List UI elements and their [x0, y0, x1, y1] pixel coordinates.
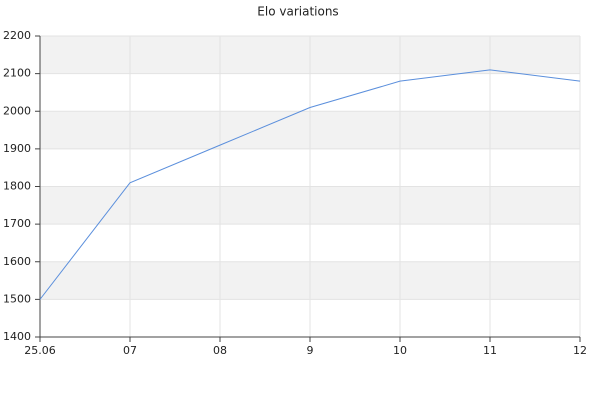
- y-tick-label: 1700: [3, 217, 31, 230]
- y-tick-label: 1800: [3, 180, 31, 193]
- x-tick-label: 08: [213, 344, 227, 357]
- y-tick-label: 2000: [3, 104, 31, 117]
- x-tick-label: 10: [393, 344, 407, 357]
- x-tick-label: 11: [483, 344, 497, 357]
- chart-title: Elo variations: [257, 5, 338, 19]
- y-tick-label: 1900: [3, 142, 31, 155]
- x-tick-label: 12: [573, 344, 587, 357]
- x-tick-label: 9: [307, 344, 314, 357]
- y-tick-label: 1600: [3, 255, 31, 268]
- x-tick-label: 25.06: [24, 344, 56, 357]
- x-tick-label: 07: [123, 344, 137, 357]
- y-tick-label: 1400: [3, 330, 31, 343]
- line: [39, 69, 581, 300]
- y-tick-label: 2100: [3, 67, 31, 80]
- y-tick-label: 2200: [3, 29, 31, 42]
- y-tick-label: 1500: [3, 292, 31, 305]
